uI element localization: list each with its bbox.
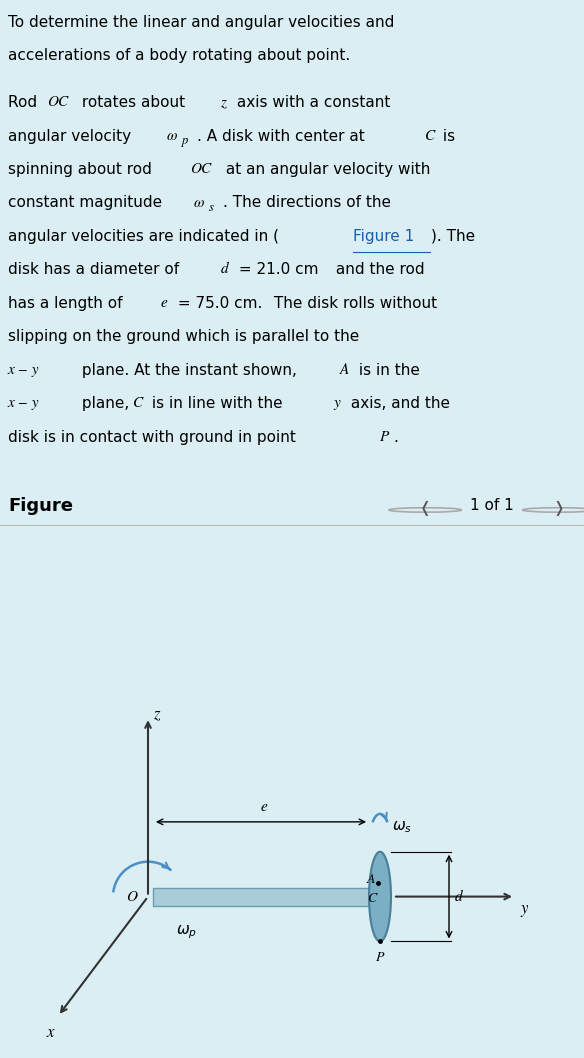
Text: OC: OC xyxy=(190,162,211,176)
Text: axis with a constant: axis with a constant xyxy=(232,95,391,110)
Text: To determine the linear and angular velocities and: To determine the linear and angular velo… xyxy=(8,15,394,30)
Text: x − y: x − y xyxy=(8,396,39,411)
Text: ❬: ❬ xyxy=(419,500,432,515)
Text: e: e xyxy=(260,800,267,814)
Text: at an angular velocity with: at an angular velocity with xyxy=(221,162,431,177)
Text: is: is xyxy=(438,128,455,144)
Text: plane,: plane, xyxy=(77,396,134,412)
Text: disk has a diameter of: disk has a diameter of xyxy=(8,262,183,277)
Text: C: C xyxy=(425,128,435,143)
Text: d: d xyxy=(221,262,228,276)
Text: constant magnitude: constant magnitude xyxy=(8,196,166,211)
Text: angular velocity: angular velocity xyxy=(8,128,135,144)
Text: = 75.0 cm.: = 75.0 cm. xyxy=(173,296,263,311)
Text: P: P xyxy=(380,430,390,443)
Text: accelerations of a body rotating about point.: accelerations of a body rotating about p… xyxy=(8,49,350,63)
Text: OC: OC xyxy=(47,95,68,109)
Text: $\omega_p$: $\omega_p$ xyxy=(176,924,197,942)
Text: ❭: ❭ xyxy=(552,500,565,515)
Text: rotates about: rotates about xyxy=(77,95,189,110)
Text: angular velocities are indicated in (: angular velocities are indicated in ( xyxy=(8,229,279,243)
Text: d: d xyxy=(455,890,463,904)
Text: plane. At the instant shown,: plane. At the instant shown, xyxy=(77,363,301,378)
Text: ω: ω xyxy=(166,128,177,143)
Text: The disk rolls without: The disk rolls without xyxy=(269,296,437,311)
Text: O: O xyxy=(126,890,137,904)
Text: Figure 1: Figure 1 xyxy=(353,229,415,243)
Text: Rod: Rod xyxy=(8,95,41,110)
Text: z: z xyxy=(153,706,159,722)
Text: ). The: ). The xyxy=(431,229,475,243)
Text: and the rod: and the rod xyxy=(331,262,424,277)
Text: x: x xyxy=(46,1024,53,1041)
Text: axis, and the: axis, and the xyxy=(346,396,450,412)
Text: z: z xyxy=(220,95,225,109)
Text: A: A xyxy=(339,363,349,377)
Text: P: P xyxy=(376,951,384,964)
Text: x − y: x − y xyxy=(8,363,39,377)
Text: 1 of 1: 1 of 1 xyxy=(471,498,514,513)
Text: is in line with the: is in line with the xyxy=(147,396,287,412)
Text: p: p xyxy=(182,134,188,147)
Text: s: s xyxy=(208,201,213,214)
Text: ω: ω xyxy=(193,196,204,209)
Bar xyxy=(153,888,380,906)
Text: is in the: is in the xyxy=(354,363,420,378)
Ellipse shape xyxy=(369,852,391,942)
Text: y: y xyxy=(520,900,527,917)
Text: slipping on the ground which is parallel to the: slipping on the ground which is parallel… xyxy=(8,329,359,344)
Text: has a length of: has a length of xyxy=(8,296,127,311)
Text: spinning about rod: spinning about rod xyxy=(8,162,157,177)
Text: A: A xyxy=(367,873,376,886)
Text: e: e xyxy=(161,296,168,310)
Text: .: . xyxy=(393,430,398,444)
Text: . The directions of the: . The directions of the xyxy=(223,196,391,211)
Text: Figure: Figure xyxy=(9,496,74,514)
Text: y: y xyxy=(333,396,340,411)
Text: C: C xyxy=(367,892,377,905)
Text: disk is in contact with ground in point: disk is in contact with ground in point xyxy=(8,430,300,444)
Text: C: C xyxy=(133,396,142,411)
Text: $\omega_s$: $\omega_s$ xyxy=(392,819,412,835)
Text: . A disk with center at: . A disk with center at xyxy=(197,128,370,144)
Text: = 21.0 cm: = 21.0 cm xyxy=(234,262,319,277)
